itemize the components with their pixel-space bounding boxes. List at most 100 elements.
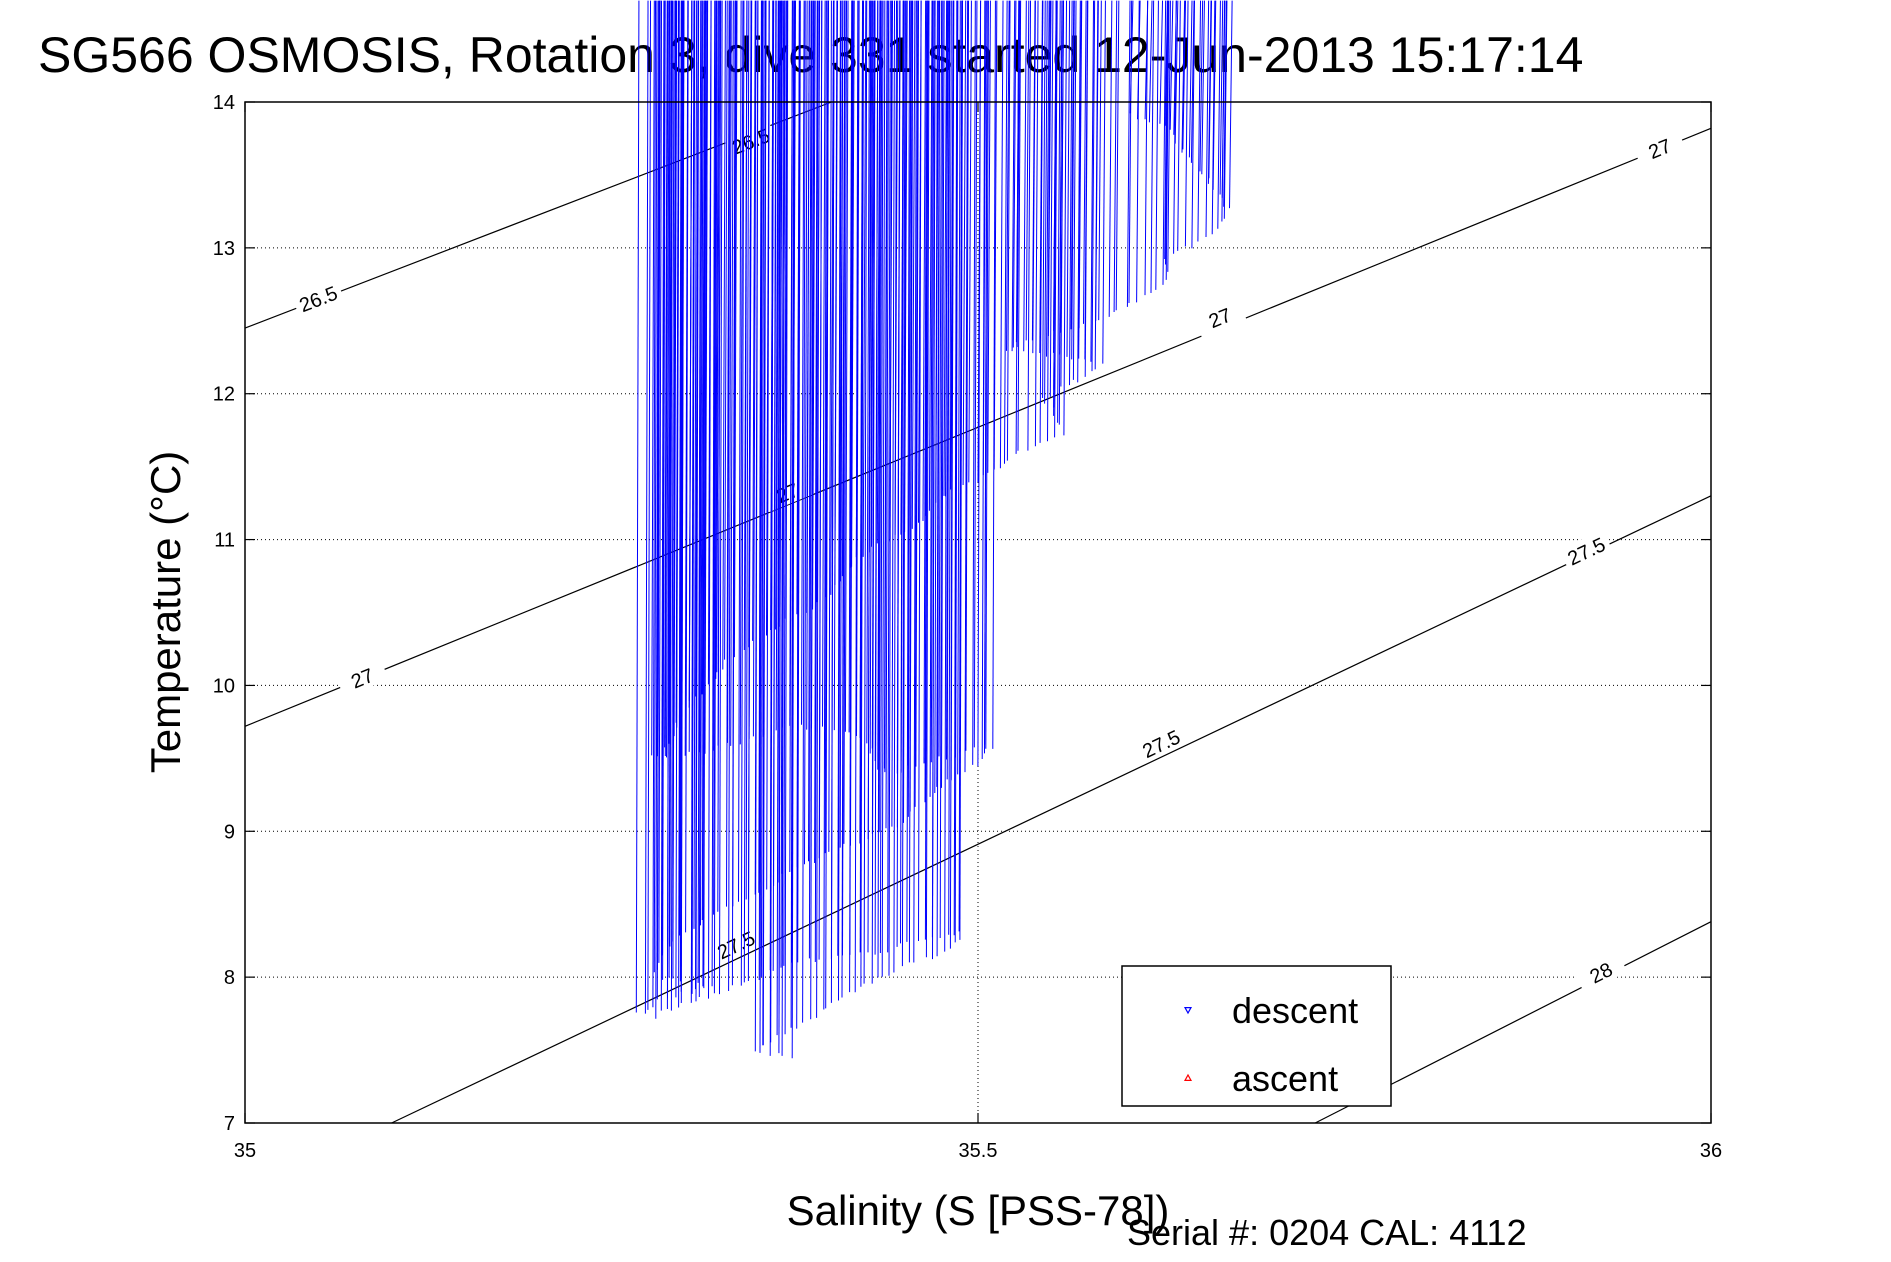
descent-point [837, 0, 841, 956]
descent-point [903, 0, 907, 823]
contour-label-bg [1192, 296, 1247, 338]
descent-point [871, 0, 875, 547]
serial-cal-footer: Serial #: 0204 CAL: 4112 [1127, 1212, 1527, 1253]
x-tick-label: 35.5 [959, 1140, 998, 1162]
descent-point [666, 0, 670, 758]
descent-point [1069, 0, 1073, 386]
descent-point [929, 0, 934, 797]
descent-point [1004, 0, 1008, 464]
contour-label-bg [760, 471, 814, 513]
descent-point [1084, 0, 1089, 377]
descent-point [977, 0, 982, 767]
descent-point [693, 0, 698, 929]
descent-point [999, 0, 1004, 469]
descent-point [1053, 0, 1057, 416]
descent-point [810, 0, 814, 1020]
descent-point [825, 0, 829, 1009]
descent-point [766, 0, 770, 890]
descent-point [936, 0, 941, 957]
descent-point [948, 0, 952, 935]
descent-point [1042, 0, 1046, 399]
descent-point [959, 0, 964, 940]
legend-label-ascent: ascent [1232, 1058, 1338, 1099]
contour-label-bg [1559, 529, 1613, 572]
descent-point [1126, 0, 1131, 307]
descent-point [1078, 0, 1082, 359]
y-tick-label: 11 [214, 530, 235, 552]
contour-label-bg [708, 923, 763, 966]
y-tick-label: 13 [213, 238, 235, 260]
descent-point [859, 0, 864, 953]
descent-point [841, 0, 846, 998]
legend-label-descent: descent [1232, 990, 1358, 1031]
descent-point [830, 0, 835, 1003]
descent-point [791, 0, 796, 1059]
descent-point [664, 0, 669, 757]
descent-point [647, 0, 652, 1010]
descent-point [664, 0, 668, 748]
descent-point [879, 0, 884, 954]
descent-point [670, 0, 675, 1011]
descent-point [932, 0, 936, 960]
descent-point [884, 0, 888, 773]
descent-point [1113, 0, 1118, 313]
descent-point [844, 0, 849, 732]
descent-point [1066, 0, 1071, 357]
descent-point [1211, 0, 1216, 235]
descent-point [747, 0, 752, 982]
descent-point [1032, 0, 1036, 354]
descent-point [1017, 0, 1022, 451]
descent-point [1027, 0, 1032, 451]
descent-point [1046, 0, 1050, 357]
descent-point [885, 0, 890, 829]
descent-point [711, 0, 716, 987]
descent-point [1108, 0, 1113, 317]
descent-point [896, 0, 901, 947]
descent-point [759, 0, 764, 1053]
descent-point [679, 0, 683, 936]
descent-point [808, 0, 812, 862]
descent-point [1181, 0, 1186, 153]
descent-point [1016, 0, 1021, 348]
descent-point [906, 0, 911, 942]
descent-point [939, 0, 944, 939]
descent-point [1197, 0, 1202, 242]
descent-point [1115, 0, 1120, 311]
descent-point [876, 0, 881, 544]
descent-point [672, 0, 677, 979]
descent-point [703, 0, 707, 989]
descent-point [856, 0, 860, 737]
descent-point [1011, 0, 1016, 352]
descent-point [934, 0, 938, 794]
descent-point [1165, 0, 1170, 280]
descent-point [1058, 0, 1063, 425]
descent-point [913, 0, 917, 963]
descent-point [1015, 0, 1020, 454]
descent-point [866, 0, 870, 744]
y-tick-label: 9 [224, 821, 235, 843]
descent-point [719, 0, 723, 995]
descent-point [1223, 0, 1228, 219]
descent-point [752, 0, 757, 737]
descent-point [769, 0, 774, 1056]
descent-point [695, 0, 700, 1002]
descent-point [1044, 0, 1048, 404]
descent-point [818, 0, 823, 960]
axis-ticks: 35 35.5 36 7 8 9 10 11 12 13 14 [213, 92, 1722, 1162]
legend-box [1121, 965, 1392, 1107]
descent-point [981, 0, 986, 760]
descent-point [784, 0, 789, 1035]
descent-point [823, 0, 827, 1010]
descent-point [962, 0, 967, 486]
descent-point [925, 0, 930, 958]
descent-point [801, 0, 805, 725]
descent-point [874, 0, 879, 955]
descent-point [1221, 0, 1226, 222]
descent-point [708, 0, 712, 999]
descent-point [662, 0, 666, 980]
descent-point [660, 0, 665, 1011]
descent-point [722, 0, 726, 670]
contour-line-27.5 [391, 495, 1712, 1124]
legend-items: descent ascent [1183, 990, 1358, 1099]
